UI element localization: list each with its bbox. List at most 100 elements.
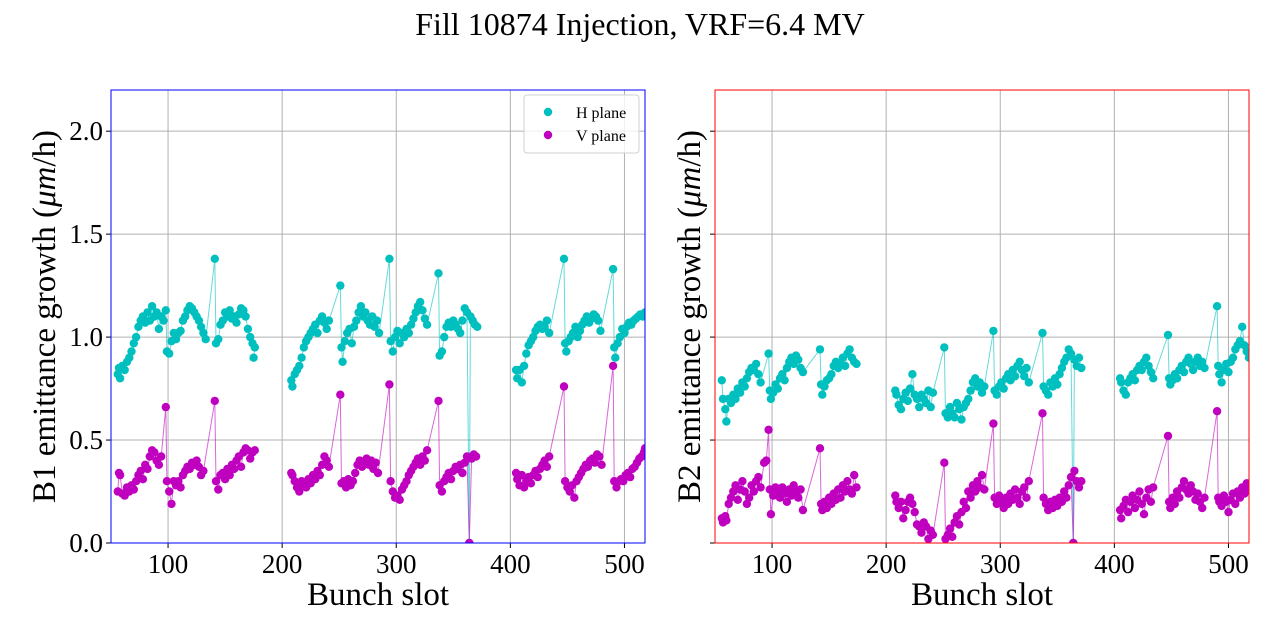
data-point	[794, 493, 803, 502]
data-point	[211, 477, 221, 486]
data-point	[1149, 483, 1158, 492]
data-point	[533, 472, 542, 482]
x-tick-label: 100	[148, 549, 189, 579]
data-point	[232, 318, 241, 327]
data-point	[157, 452, 166, 461]
data-point	[437, 347, 447, 356]
data-point	[545, 328, 554, 338]
y-axis-label-prefix: B1 emittance growth (	[27, 207, 63, 503]
data-point	[1172, 374, 1182, 383]
data-point	[989, 419, 998, 428]
data-point	[1149, 374, 1158, 383]
data-point	[1137, 499, 1146, 509]
data-point	[559, 254, 569, 263]
data-point	[1212, 407, 1222, 416]
data-point	[1010, 372, 1020, 381]
data-point	[955, 520, 964, 529]
data-point	[764, 349, 773, 358]
data-point	[225, 470, 234, 480]
data-point	[596, 326, 605, 336]
data-point	[385, 380, 394, 389]
data-point	[288, 382, 297, 391]
data-point	[926, 402, 935, 412]
x-axis-label: Bunch slot	[911, 577, 1053, 613]
data-point	[161, 306, 170, 315]
data-point	[517, 378, 526, 387]
data-point	[322, 324, 331, 334]
data-point	[1242, 479, 1249, 488]
data-point	[249, 353, 258, 362]
data-point	[928, 388, 938, 397]
data-point	[756, 378, 765, 387]
data-point	[782, 497, 792, 506]
data-point	[1193, 489, 1202, 498]
data-point	[1024, 378, 1034, 387]
legend: H plane V plane	[523, 94, 640, 154]
data-point	[1077, 477, 1086, 486]
x-tick-label: 100	[752, 549, 793, 579]
data-point	[850, 470, 859, 480]
data-point	[891, 491, 900, 500]
data-point	[722, 417, 731, 426]
data-point	[336, 390, 345, 399]
data-point	[201, 335, 210, 344]
y-tick-label: 1.0	[69, 322, 103, 352]
data-point	[1022, 493, 1031, 502]
data-point	[348, 477, 358, 486]
data-point	[356, 302, 366, 311]
data-point	[1244, 485, 1249, 494]
data-point	[992, 390, 1001, 399]
y-axis-label-prefix: B2 emittance growth (	[672, 207, 708, 503]
data-point	[796, 485, 805, 494]
data-point	[1130, 503, 1140, 513]
data-point	[764, 425, 773, 434]
data-point	[740, 487, 749, 496]
y-axis-label: B2 emittance growth (μm/h)	[672, 130, 708, 503]
data-point	[980, 485, 989, 494]
data-point	[1062, 493, 1071, 502]
data-point	[236, 462, 246, 471]
data-point	[798, 367, 808, 377]
axes-frame	[110, 89, 646, 544]
data-point	[794, 355, 803, 364]
data-point	[961, 503, 971, 513]
data-point	[1137, 365, 1146, 375]
data-point	[165, 487, 174, 496]
y-axis-label-unit: μm	[27, 167, 63, 208]
data-point	[611, 353, 620, 362]
data-point	[899, 514, 908, 523]
data-point	[980, 382, 989, 391]
y-axis-label-unit: μm	[672, 167, 708, 208]
y-axis-label-suffix: /h)	[672, 130, 708, 167]
data-point	[1070, 466, 1079, 476]
data-point	[640, 444, 645, 453]
data-point	[999, 384, 1008, 393]
data-point	[1019, 372, 1029, 381]
data-point	[754, 370, 763, 379]
data-point	[845, 345, 854, 354]
data-point	[373, 468, 383, 478]
data-point	[1179, 477, 1189, 486]
data-point	[1188, 365, 1198, 375]
data-point	[1015, 499, 1024, 509]
data-point	[372, 316, 382, 325]
data-point	[440, 332, 449, 342]
data-point	[162, 477, 172, 486]
data-point	[473, 322, 482, 331]
data-point	[950, 413, 959, 422]
data-point	[374, 328, 384, 338]
data-point	[214, 335, 223, 344]
data-point	[1217, 378, 1226, 387]
data-point	[225, 306, 234, 315]
data-point	[562, 347, 571, 356]
data-point	[147, 302, 157, 311]
data-point	[250, 343, 259, 352]
data-point	[1179, 367, 1189, 377]
data-point	[815, 345, 825, 354]
data-point	[1077, 363, 1086, 373]
series-h-plane	[717, 302, 1249, 543]
y-tick-label: 1.5	[69, 219, 103, 249]
legend-label: H plane	[576, 105, 626, 122]
x-axis-label: Bunch slot	[307, 577, 449, 613]
x-tick-label: 300	[980, 549, 1021, 579]
